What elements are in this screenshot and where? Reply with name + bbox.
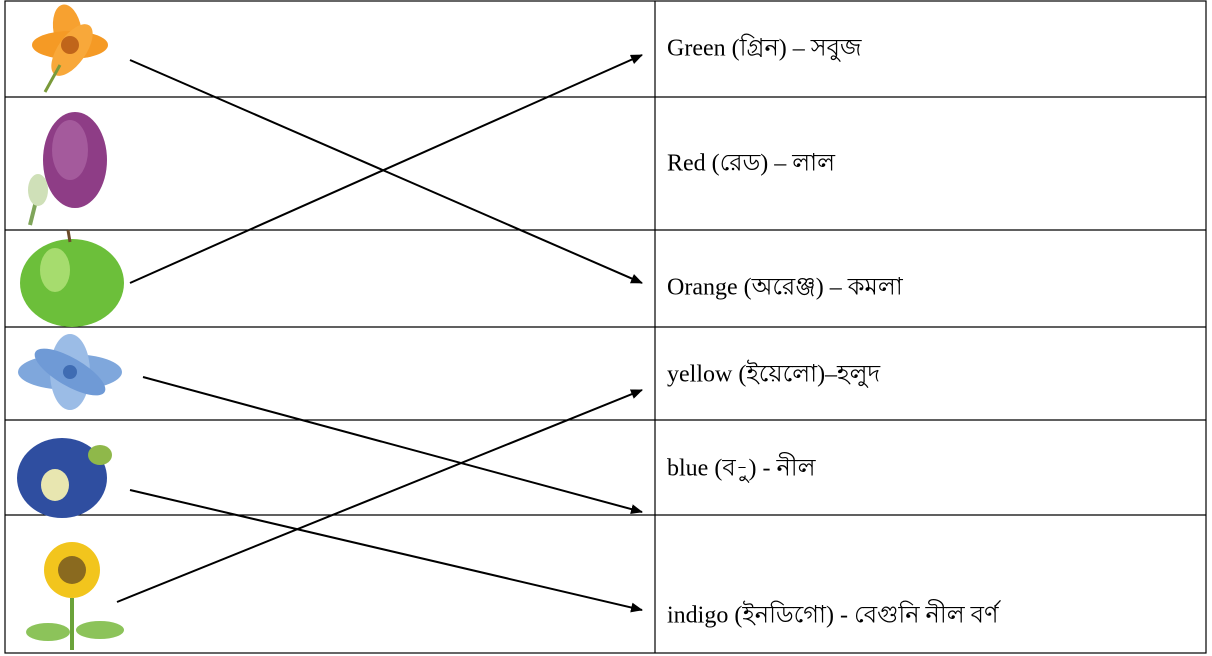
- blue-flower: [18, 334, 122, 410]
- orange-flower: [32, 4, 108, 93]
- purple-flower: [28, 112, 107, 226]
- color-label: Green (গ্রিন) – সবুজ: [667, 34, 862, 62]
- color-label: blue (ব-ু) - নীল: [667, 453, 817, 483]
- table-grid: [4, 0, 1207, 654]
- color-label: indigo (ইনডিগো) - বেগুনি নীল বর্ণ: [667, 600, 1002, 629]
- color-label: Red (রেড) – লাল: [667, 151, 836, 177]
- indigo-flower: [17, 438, 112, 518]
- green-apple: [20, 229, 124, 327]
- labels: Green (গ্রিন) – সবুজ Red (রেড) – লাল Orang…: [667, 34, 1002, 629]
- arrows: [116, 54, 643, 613]
- color-label: yellow (ইয়েলো)–হলুদ: [667, 360, 881, 388]
- color-label: Orange (অরেঞ্জ) – কমলা: [667, 275, 904, 301]
- sunflower: [26, 542, 124, 650]
